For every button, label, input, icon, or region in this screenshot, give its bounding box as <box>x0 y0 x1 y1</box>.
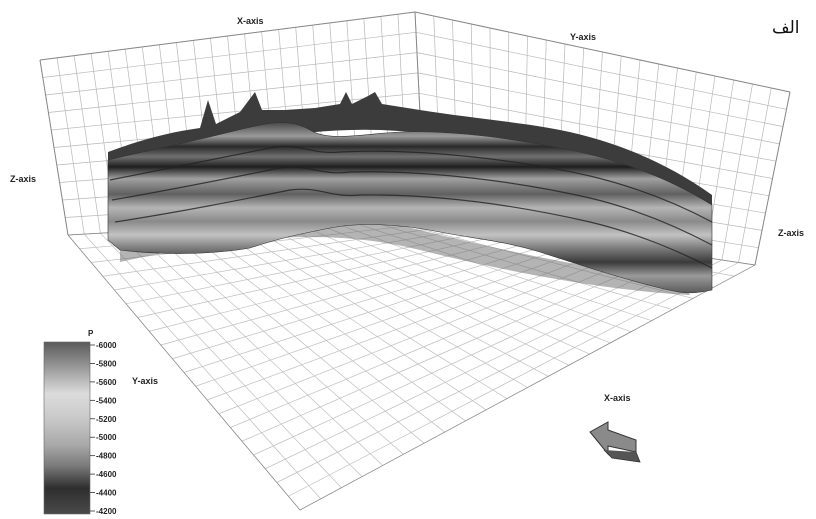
strata-lines <box>109 145 713 269</box>
y-axis-label-bottom: Y-axis <box>132 376 158 386</box>
colorbar-tick-label: -5000 <box>96 433 117 442</box>
colorbar-tick-label: -5200 <box>96 415 117 424</box>
colorbar-tick-label: -4600 <box>96 470 117 479</box>
z-axis-label-left: Z-axis <box>10 174 36 184</box>
volume-top <box>108 92 712 205</box>
x-axis-label-bottom: X-axis <box>604 393 631 403</box>
colorbar-strip <box>43 341 91 515</box>
panel-tag: الف <box>772 18 800 38</box>
colorbar-tick-label: -4200 <box>96 507 117 516</box>
volume-front-face <box>107 122 713 294</box>
y-axis-label-top: Y-axis <box>570 32 596 42</box>
seismic-volume <box>107 92 713 295</box>
colorbar-tick-label: -6000 <box>96 341 117 350</box>
colorbar-tick-label: -5600 <box>96 378 117 387</box>
arrow-left-icon <box>589 421 641 463</box>
colorbar-tick-label: -5400 <box>96 396 117 405</box>
x-axis-label-top: X-axis <box>237 16 264 26</box>
colorbar-tick-label: -4800 <box>96 452 117 461</box>
colorbar-tick-label: -4400 <box>96 489 117 498</box>
colorbar-title: P <box>88 329 94 338</box>
colorbar: P -6000 -5800 -5600 -5400 -5200 -5000 -4800 -46… <box>43 329 117 516</box>
z-axis-label-right: Z-axis <box>778 228 804 238</box>
colorbar-tick-label: -5800 <box>96 359 117 368</box>
